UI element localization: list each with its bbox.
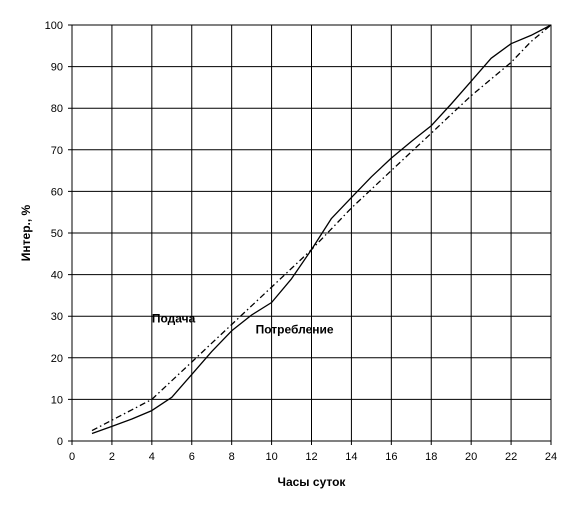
x-tick-label: 10 xyxy=(265,451,277,463)
y-tick-label: 70 xyxy=(51,145,63,157)
y-axis-title: Интер., % xyxy=(19,204,33,261)
annotation-label: Потребление xyxy=(256,323,334,337)
x-tick-label: 16 xyxy=(385,451,397,463)
annotations: Подача Потребление xyxy=(152,311,334,336)
series-line-consumption xyxy=(91,24,552,435)
x-tick-label: 24 xyxy=(545,451,557,463)
y-tick-label: 90 xyxy=(51,62,63,74)
x-tick-label: 18 xyxy=(425,451,437,463)
x-tick-label: 12 xyxy=(305,451,317,463)
x-tick-label: 14 xyxy=(345,451,357,463)
y-tick-label: 40 xyxy=(51,270,63,282)
y-tick-label: 60 xyxy=(51,186,63,198)
x-tick-label: 4 xyxy=(149,451,155,463)
series-group xyxy=(91,24,552,435)
grid xyxy=(68,24,552,445)
x-tick-label: 20 xyxy=(465,451,477,463)
y-tick-label: 20 xyxy=(51,353,63,365)
y-tick-labels: 0 10 20 30 40 50 60 70 80 90 100 xyxy=(45,20,63,448)
y-tick-label: 30 xyxy=(51,311,63,323)
y-tick-label: 10 xyxy=(51,394,63,406)
x-tick-label: 6 xyxy=(189,451,195,463)
y-tick-label: 0 xyxy=(57,436,63,448)
x-axis-title: Часы суток xyxy=(278,475,347,489)
x-tick-label: 2 xyxy=(109,451,115,463)
y-tick-label: 50 xyxy=(51,228,63,240)
plot-frame xyxy=(71,24,552,442)
x-tick-labels: 0 2 4 6 8 10 12 14 16 18 20 22 24 xyxy=(69,451,557,463)
y-tick-label: 100 xyxy=(45,20,63,32)
y-tick-label: 80 xyxy=(51,103,63,115)
annotation-label: Подача xyxy=(152,311,196,325)
x-tick-label: 0 xyxy=(69,451,75,463)
series-line-supply xyxy=(91,24,552,432)
x-tick-label: 22 xyxy=(505,451,517,463)
x-tick-label: 8 xyxy=(229,451,235,463)
